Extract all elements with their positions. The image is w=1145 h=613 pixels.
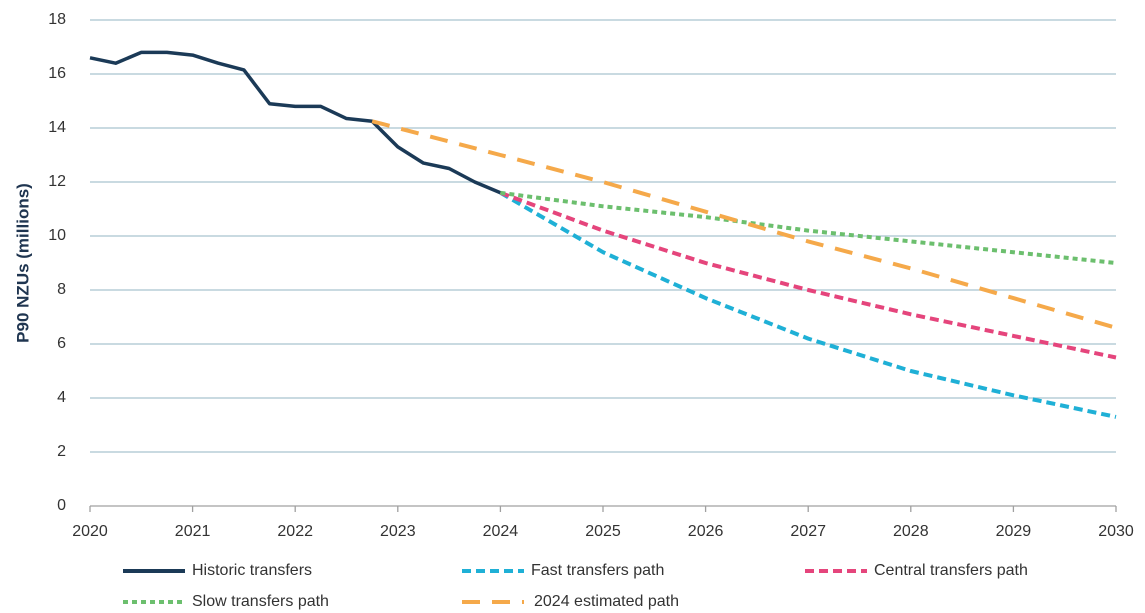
y-tick-label: 16 — [48, 65, 66, 82]
x-tick-label: 2029 — [996, 523, 1032, 540]
series-line — [89, 50, 502, 195]
series-line — [499, 191, 1117, 419]
x-tick-label: 2026 — [688, 523, 724, 540]
y-tick-label: 18 — [48, 11, 66, 28]
y-tick-label: 4 — [57, 389, 66, 406]
legend-label: Central transfers path — [874, 562, 1028, 579]
y-tick-label: 0 — [57, 497, 66, 514]
legend-label: Historic transfers — [192, 562, 312, 579]
y-tick-label: 8 — [57, 281, 66, 298]
x-tick-label: 2028 — [893, 523, 929, 540]
legend-label: 2024 estimated path — [534, 593, 679, 610]
y-axis-label: P90 NZUs (millions) — [13, 183, 32, 343]
y-tick-label: 12 — [48, 173, 66, 190]
x-tick-label: 2023 — [380, 523, 416, 540]
y-tick-label: 10 — [48, 227, 66, 244]
series-line — [500, 190, 1117, 265]
x-tick-label: 2025 — [585, 523, 621, 540]
x-tick-label: 2021 — [175, 523, 211, 540]
x-tick-label: 2030 — [1098, 523, 1134, 540]
y-tick-label: 14 — [48, 119, 66, 136]
series-line — [499, 190, 1117, 360]
x-tick-label: 2020 — [72, 523, 108, 540]
y-tick-label: 2 — [57, 443, 66, 460]
legend-label: Slow transfers path — [192, 593, 329, 610]
x-tick-label: 2024 — [483, 523, 519, 540]
x-tick-label: 2027 — [790, 523, 826, 540]
y-tick-label: 6 — [57, 335, 66, 352]
x-tick-label: 2022 — [277, 523, 313, 540]
series-line — [371, 119, 1117, 330]
legend-label: Fast transfers path — [531, 562, 664, 579]
